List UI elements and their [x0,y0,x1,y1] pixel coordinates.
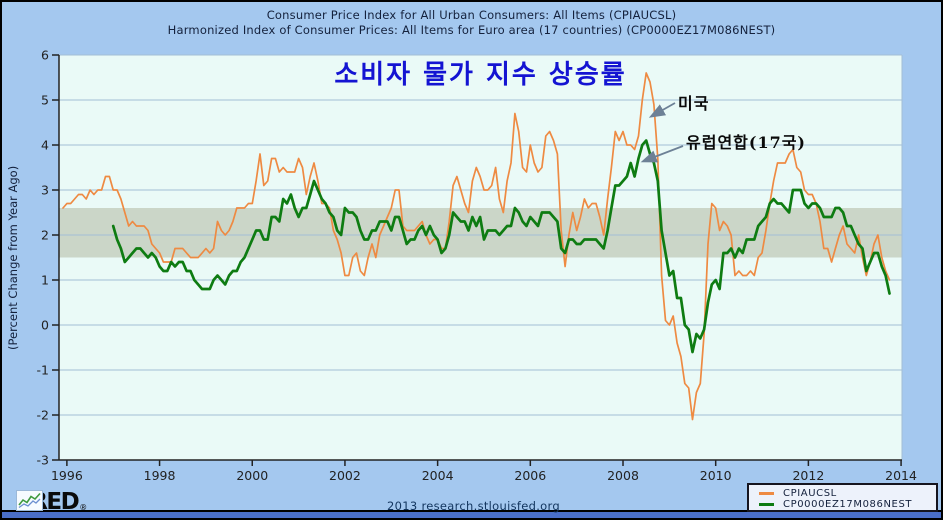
svg-text:-3: -3 [37,453,49,468]
svg-text:3: 3 [41,183,49,198]
legend-label-hicp: CP0000EZ17M086NEST [783,499,913,510]
svg-text:4: 4 [41,138,49,153]
y-axis-title: (Percent Change from Year Ago) [6,165,20,350]
svg-text:0: 0 [41,318,49,333]
svg-text:2: 2 [41,228,49,243]
svg-text:6: 6 [41,48,49,63]
svg-text:-2: -2 [37,408,49,423]
fred-logo-chart-icon [16,490,43,511]
overlay-korean-title: 소비자 물가 지수 상승률 [334,60,627,90]
svg-text:2014: 2014 [885,468,917,483]
legend-item-eu: CP0000EZ17M086NEST [759,499,936,510]
annotation-eu-label: 유럽연합(17국) [686,133,807,152]
source-credit: 2013 research.stlouisfed.org [387,499,560,513]
svg-text:2010: 2010 [700,468,732,483]
legend-item-us: CPIAUCSL [759,488,936,499]
chart-header: Consumer Price Index for All Urban Consu… [2,8,941,38]
svg-text:2004: 2004 [422,468,454,483]
fred-logo: FRED ® [16,490,90,514]
registered-mark: ® [79,503,88,512]
svg-text:2002: 2002 [329,468,361,483]
chart-subtitle: Harmonized Index of Consumer Prices: All… [167,23,776,37]
svg-text:2012: 2012 [792,468,824,483]
svg-text:1998: 1998 [144,468,176,483]
chart-title: Consumer Price Index for All Urban Consu… [266,8,677,22]
svg-text:2000: 2000 [236,468,268,483]
legend-label-cpiaucsl: CPIAUCSL [783,488,837,499]
bottom-accent-strip [2,510,941,518]
svg-text:1996: 1996 [51,468,83,483]
svg-text:-1: -1 [37,363,49,378]
legend-swatch-orange [759,492,774,495]
legend-swatch-green [759,503,774,506]
svg-text:2008: 2008 [607,468,639,483]
annotation-us-label: 미국 [678,94,710,113]
svg-text:2006: 2006 [514,468,546,483]
legend-box: CPIAUCSL CP0000EZ17M086NEST [747,483,938,512]
svg-text:5: 5 [41,93,49,108]
svg-text:1: 1 [41,273,49,288]
